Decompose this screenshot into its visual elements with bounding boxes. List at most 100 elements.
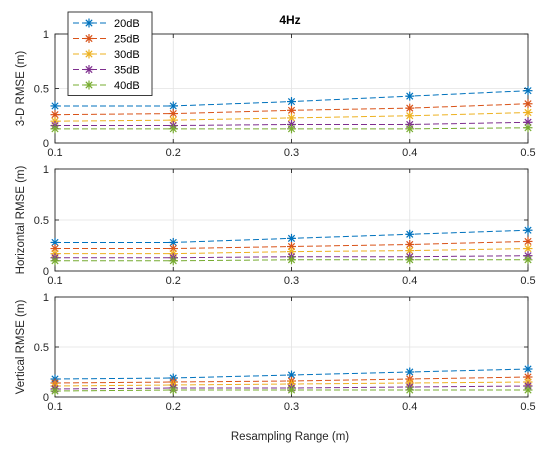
data-point bbox=[50, 386, 60, 396]
data-point-stroke-3 bbox=[406, 92, 414, 100]
data-point bbox=[405, 385, 415, 395]
data-point-stroke-3 bbox=[51, 244, 59, 253]
series-20dB bbox=[50, 225, 533, 247]
legend-label: 40dB bbox=[114, 80, 140, 92]
data-point-stroke-3 bbox=[524, 108, 532, 117]
data-point bbox=[168, 385, 178, 395]
legend-marker-stroke-3 bbox=[85, 50, 93, 58]
data-point-stroke-3 bbox=[169, 116, 177, 124]
y-tick-label: 0.5 bbox=[34, 342, 49, 354]
legend-item-30dB: 30dB bbox=[73, 49, 140, 61]
data-point-stroke-3 bbox=[287, 97, 296, 106]
data-point-stroke-3 bbox=[287, 256, 296, 264]
legend-label: 35dB bbox=[114, 65, 140, 77]
data-point-stroke-3 bbox=[524, 226, 532, 234]
y-tick-label: 0.5 bbox=[34, 215, 49, 227]
data-point bbox=[168, 124, 178, 134]
legend-marker-stroke-3 bbox=[85, 65, 93, 74]
data-point-stroke-3 bbox=[287, 125, 296, 133]
x-tick-label: 0.3 bbox=[284, 147, 299, 159]
data-point-stroke-3 bbox=[287, 234, 296, 242]
x-tick-label: 0.4 bbox=[402, 275, 417, 287]
x-tick-label: 0.4 bbox=[402, 147, 417, 159]
x-tick-label: 0.4 bbox=[402, 401, 417, 413]
data-point bbox=[287, 385, 296, 395]
data-point-stroke-3 bbox=[524, 124, 532, 132]
data-point bbox=[523, 385, 533, 395]
data-point-stroke-3 bbox=[524, 87, 532, 95]
data-point-stroke-3 bbox=[169, 125, 177, 133]
data-point-stroke-3 bbox=[406, 246, 414, 255]
y-axis-label: 3-D RMSE (m) bbox=[15, 51, 27, 127]
data-point bbox=[405, 124, 415, 134]
data-point-stroke-3 bbox=[287, 114, 296, 122]
legend-marker bbox=[84, 34, 94, 43]
data-point bbox=[287, 233, 296, 243]
subplot-3: 0.1 0.2 0.3 0.4 0.5 0 0.5 1 Vertical RMSE (m) bbox=[15, 292, 536, 413]
series-20dB bbox=[50, 86, 533, 111]
data-point-stroke-3 bbox=[524, 256, 532, 264]
data-point-stroke-3 bbox=[169, 386, 177, 394]
data-point bbox=[523, 244, 533, 254]
data-point-stroke-3 bbox=[51, 125, 59, 133]
data-point-stroke-3 bbox=[169, 244, 177, 253]
data-point bbox=[168, 256, 178, 266]
data-point-stroke-3 bbox=[169, 109, 177, 118]
series-40dB bbox=[50, 255, 533, 266]
subplot-group: 0.1 0.2 0.3 0.4 0.500.513-D RMSE (m)0.1 0.2 0.… bbox=[15, 29, 536, 413]
legend-marker-stroke-3 bbox=[85, 19, 93, 27]
x-tick-label: 0.5 bbox=[520, 275, 535, 287]
data-point-stroke-3 bbox=[406, 104, 414, 112]
data-point-stroke-3 bbox=[51, 102, 59, 110]
data-point bbox=[405, 255, 415, 265]
x-tick-label: 0.5 bbox=[520, 401, 535, 413]
series-40dB bbox=[50, 123, 533, 134]
x-tick-label: 0.1 bbox=[47, 147, 62, 159]
y-tick-label: 0 bbox=[43, 392, 49, 404]
data-point-stroke-3 bbox=[524, 118, 532, 126]
x-axis-label: Resampling Range (m) bbox=[231, 431, 349, 443]
data-point-stroke-3 bbox=[287, 386, 296, 394]
data-point-stroke-3 bbox=[524, 365, 532, 373]
data-point bbox=[287, 97, 296, 107]
legend-item-40dB: 40dB bbox=[73, 80, 140, 92]
data-point-stroke-3 bbox=[51, 257, 59, 265]
y-tick-label: 0 bbox=[43, 138, 49, 150]
x-tick-label: 0.1 bbox=[47, 401, 62, 413]
data-point bbox=[523, 364, 533, 374]
y-axis-label: Horizontal RMSE (m) bbox=[15, 166, 27, 275]
legend-label: 25dB bbox=[114, 34, 140, 46]
data-point bbox=[523, 123, 533, 133]
data-point-stroke-3 bbox=[406, 230, 414, 238]
data-point-stroke-3 bbox=[406, 256, 414, 264]
legend-marker-stroke-3 bbox=[85, 81, 93, 89]
x-tick-label: 0.1 bbox=[47, 275, 62, 287]
x-tick-label: 0.2 bbox=[166, 401, 181, 413]
data-point bbox=[50, 101, 60, 111]
legend-label: 20dB bbox=[114, 18, 140, 30]
data-point-stroke-3 bbox=[524, 237, 532, 246]
data-point bbox=[523, 225, 533, 235]
data-point bbox=[523, 86, 533, 96]
data-point-stroke-3 bbox=[51, 111, 59, 119]
y-axis-label: Vertical RMSE (m) bbox=[15, 300, 27, 395]
data-point bbox=[405, 91, 415, 101]
data-point-stroke-3 bbox=[406, 125, 414, 133]
y-tick-label: 1 bbox=[43, 29, 49, 41]
data-point-stroke-3 bbox=[51, 387, 59, 395]
legend-item-20dB: 20dB bbox=[73, 18, 140, 30]
y-tick-label: 1 bbox=[43, 292, 49, 304]
x-tick-label: 0.3 bbox=[284, 401, 299, 413]
data-point bbox=[405, 229, 415, 239]
y-tick-label: 0.5 bbox=[34, 84, 49, 96]
data-point bbox=[523, 117, 533, 127]
data-point bbox=[287, 124, 296, 134]
data-point bbox=[50, 124, 60, 134]
data-point bbox=[287, 242, 296, 252]
x-tick-label: 0.2 bbox=[166, 275, 181, 287]
legend-item-25dB: 25dB bbox=[73, 34, 140, 46]
data-point-stroke-3 bbox=[287, 106, 296, 114]
data-point bbox=[168, 101, 178, 111]
legend-label: 30dB bbox=[114, 49, 140, 61]
